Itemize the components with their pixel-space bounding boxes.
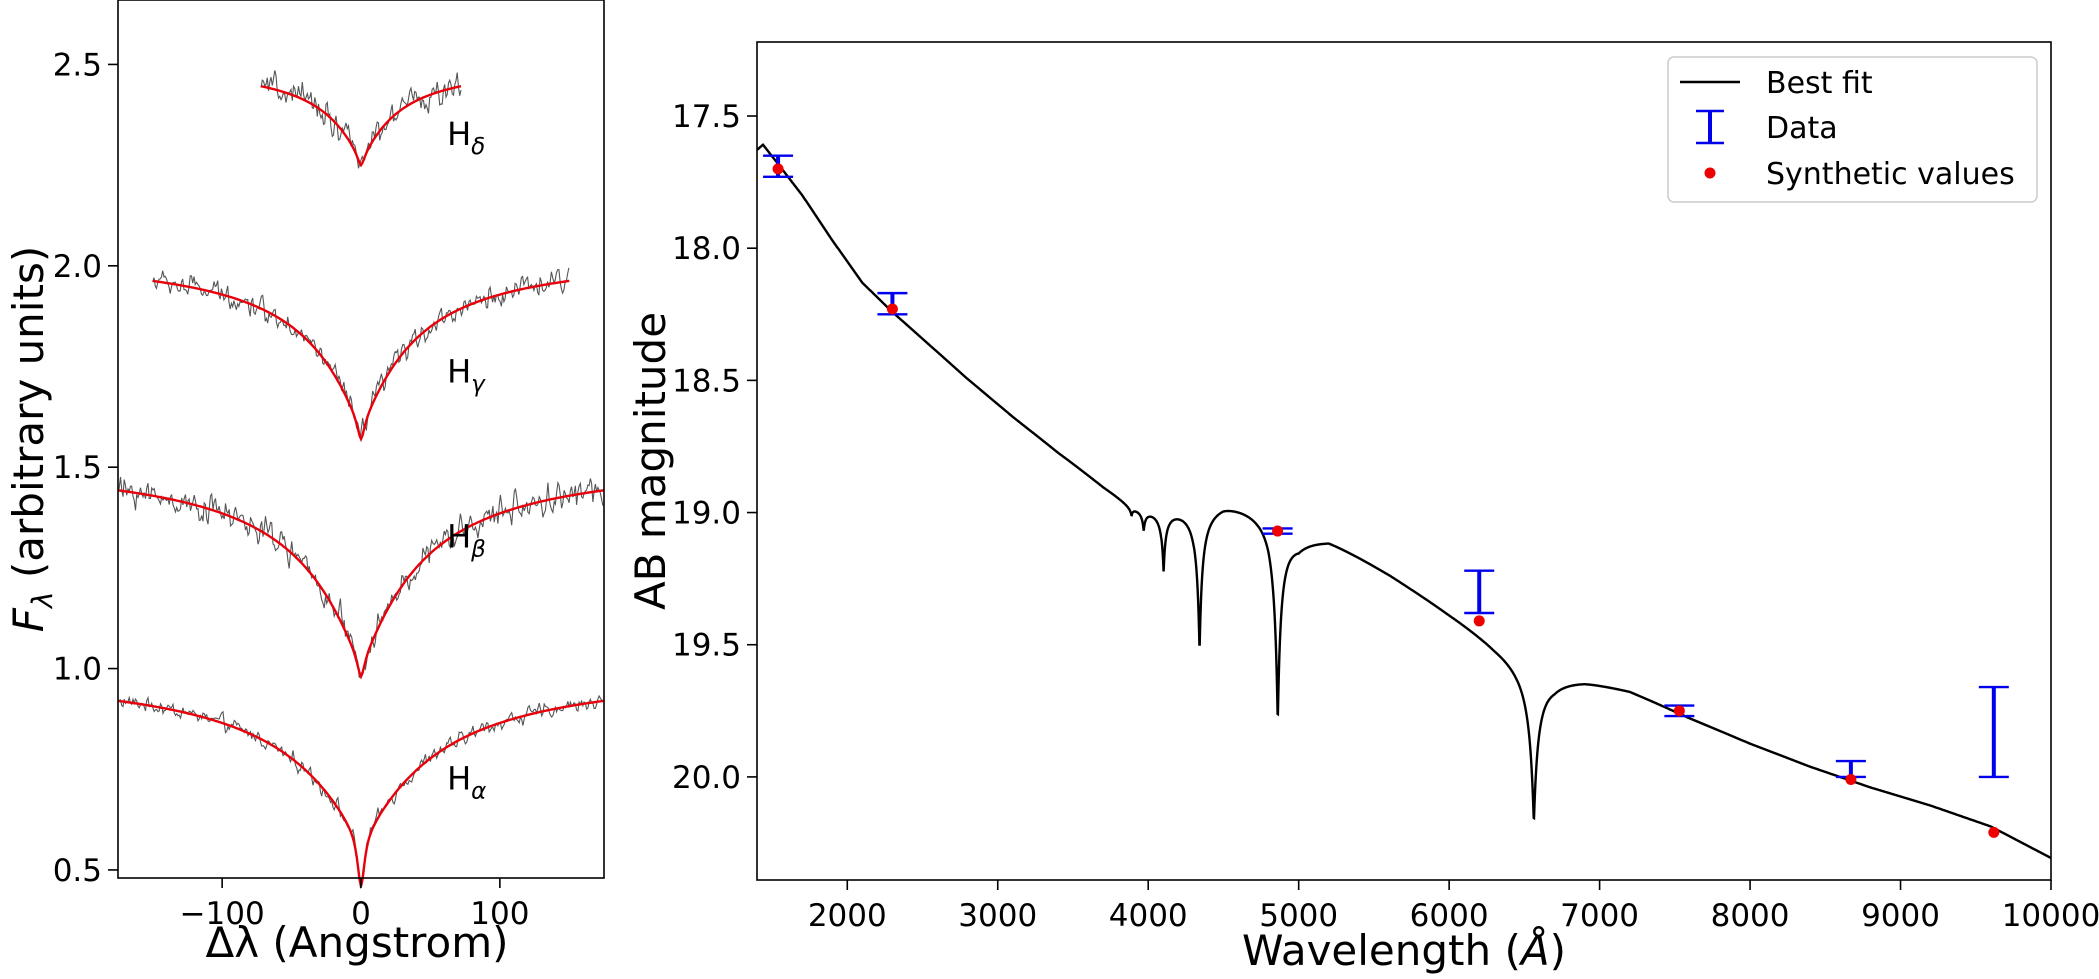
right-x-tick-label: 2000: [808, 898, 887, 934]
best-fit-line: [757, 143, 2051, 859]
legend-data-swatch: [1696, 109, 1724, 145]
left-y-axis-label: Fλ (arbitrary units): [4, 246, 59, 632]
right-panel: 2000 3000 4000 5000 6000 7000 8000 9000 10000 17…: [626, 41, 2099, 975]
data-error-bar: [1978, 685, 2009, 779]
right-y-tick-label: 17.5: [672, 99, 741, 135]
right-x-tick-label: 3000: [958, 898, 1037, 934]
left-y-axis-label-subscript: λ: [26, 591, 59, 610]
right-x-tick-label: 4000: [1109, 898, 1188, 934]
left-y-axis-label-symbol: F: [4, 607, 53, 632]
legend-best-fit-label: Best fit: [1766, 66, 1873, 101]
model-profile-line: [260, 85, 462, 168]
line-profile-label: Hβ: [447, 518, 486, 563]
synthetic-value-point: [1673, 705, 1685, 717]
line-profile-label: Hα: [447, 759, 486, 804]
right-x-tick-label: 7000: [1560, 898, 1639, 934]
left-x-ticks: −100 0 100: [180, 878, 529, 932]
legend-synthetic-swatch: [1704, 167, 1716, 179]
synthetic-value-point: [772, 163, 784, 175]
line-profile-labels: Hα Hβ Hγ Hδ: [447, 115, 486, 804]
model-profile-line: [152, 279, 570, 443]
model-profile-line: [117, 489, 605, 680]
legend-box: [1667, 56, 2038, 203]
left-y-tick-label: 2.5: [53, 47, 102, 83]
right-x-ticks: 2000 3000 4000 5000 6000 7000 8000 9000 10000: [808, 880, 2099, 934]
right-y-ticks: 17.5 18.0 18.5 19.0 19.5 20.0: [672, 99, 757, 796]
synthetic-value-point: [1473, 615, 1485, 627]
synthetic-value-point: [886, 303, 898, 315]
synthetic-value-point: [1988, 826, 2000, 838]
right-y-tick-label: 18.0: [672, 231, 741, 267]
left-y-tick-label: 1.5: [53, 450, 102, 486]
observed-profile-line: [260, 70, 462, 169]
right-y-tick-label: 19.0: [672, 496, 741, 532]
right-x-tick-label: 5000: [1259, 898, 1338, 934]
right-y-axis-label: AB magnitude: [626, 312, 675, 610]
right-x-tick-label: 9000: [1861, 898, 1940, 934]
synthetic-value-point: [1845, 774, 1857, 786]
right-x-axis-label-start: Wavelength (: [1242, 926, 1521, 975]
right-x-tick-label: 10000: [2002, 898, 2099, 934]
right-x-axis-label-unit: Å: [1518, 925, 1550, 975]
left-x-tick-label: 0: [351, 896, 371, 932]
line-profile-label: Hγ: [447, 353, 486, 398]
legend-data-label: Data: [1766, 111, 1838, 146]
legend-synthetic-label: Synthetic values: [1766, 157, 2015, 192]
right-x-tick-label: 6000: [1410, 898, 1489, 934]
right-x-tick-label: 8000: [1711, 898, 1790, 934]
right-y-tick-label: 19.5: [672, 628, 741, 664]
right-y-tick-label: 18.5: [672, 363, 741, 399]
data-error-bar: [1464, 569, 1495, 615]
line-profile-label: Hδ: [447, 115, 485, 160]
synthetic-value-point: [1272, 525, 1284, 537]
left-y-tick-label: 1.0: [53, 652, 102, 688]
right-plot-frame: [756, 41, 2052, 881]
left-y-tick-label: 0.5: [53, 853, 102, 889]
observed-profile-line: [152, 267, 570, 439]
right-x-axis-label: Wavelength (Å): [1242, 925, 1566, 975]
synthetic-value-points: [772, 163, 2000, 838]
left-x-tick-label: −100: [180, 896, 265, 932]
left-panel: Hα Hβ Hγ Hδ −100 0 100 0.5 1.0 1.5 2.0 2.5 Δλ (An…: [4, 0, 605, 967]
left-y-axis-label-text: (arbitrary units): [4, 246, 53, 592]
legend: Best fit Data Synthetic values: [1667, 56, 2038, 203]
left-x-tick-label: 100: [470, 896, 529, 932]
left-y-ticks: 0.5 1.0 1.5 2.0 2.5: [53, 47, 118, 889]
right-x-axis-label-end: ): [1550, 926, 1566, 975]
left-y-tick-label: 2.0: [53, 249, 102, 285]
left-x-axis-label: Δλ (Angstrom): [205, 918, 508, 967]
right-y-tick-label: 20.0: [672, 760, 741, 796]
